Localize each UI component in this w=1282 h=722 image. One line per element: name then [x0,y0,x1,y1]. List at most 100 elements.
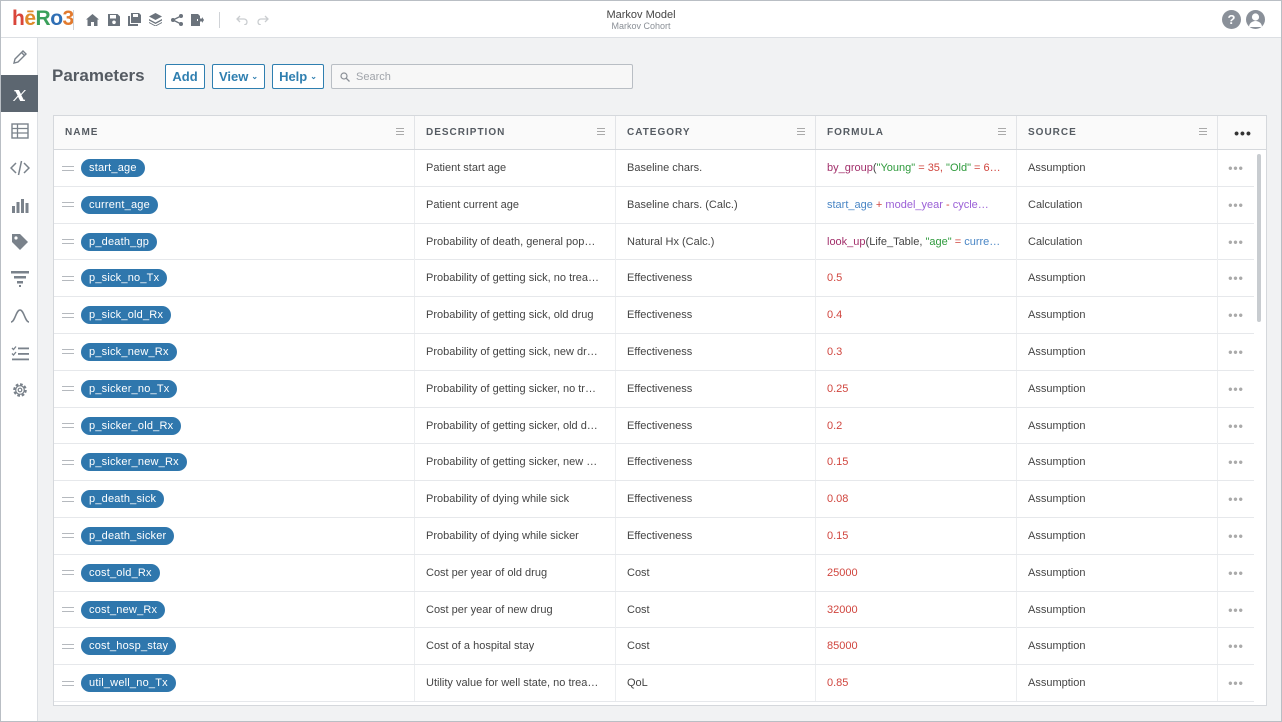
formula-cell[interactable]: look_up(Life_Table, "age" = curre… [816,223,1017,260]
parameter-name-pill[interactable]: p_sicker_old_Rx [81,416,182,435]
parameter-name-pill[interactable]: cost_new_Rx [81,600,166,619]
formula-cell[interactable]: 0.85 [816,665,1017,702]
parameter-name-pill[interactable]: p_sicker_new_Rx [81,453,187,472]
drag-handle-icon[interactable] [62,680,74,686]
table-row[interactable]: cost_new_Rx Cost per year of new drug Co… [54,591,1254,629]
table-row[interactable]: p_sick_old_Rx Probability of getting sic… [54,297,1254,334]
table-options-icon[interactable]: ••• [1234,124,1252,141]
view-dropdown-button[interactable]: View ⌄ [212,64,265,89]
sidebar-item-parameters[interactable]: x [1,75,38,112]
parameter-name-pill[interactable]: start_age [81,159,145,177]
help-icon[interactable]: ? [1222,10,1241,29]
formula-cell[interactable]: 0.15 [816,444,1017,481]
column-menu-icon[interactable] [797,128,805,135]
parameter-name-pill[interactable]: p_death_gp [81,232,158,251]
drag-handle-icon[interactable] [62,533,74,539]
sidebar-item-results[interactable] [1,186,38,223]
column-header-description[interactable]: DESCRIPTION [415,116,616,149]
column-header-name[interactable]: NAME [54,116,415,149]
column-menu-icon[interactable] [396,128,404,135]
sidebar-item-checklist[interactable] [1,334,38,371]
row-menu-icon[interactable]: ••• [1228,197,1244,212]
parameter-name-pill[interactable]: p_sick_no_Tx [81,269,168,288]
row-menu-icon[interactable]: ••• [1228,234,1244,249]
table-row[interactable]: cost_hosp_stay Cost of a hospital stay C… [54,628,1254,666]
row-menu-icon[interactable]: ••• [1228,418,1244,433]
row-menu-icon[interactable]: ••• [1228,492,1244,507]
drag-handle-icon[interactable] [62,275,74,281]
export-icon[interactable] [190,12,205,27]
column-menu-icon[interactable] [597,128,605,135]
drag-handle-icon[interactable] [62,312,74,318]
sidebar-item-tables[interactable] [1,112,38,149]
app-logo[interactable]: hēRo3 [12,7,74,30]
row-menu-icon[interactable]: ••• [1228,161,1244,175]
table-row[interactable]: p_sick_new_Rx Probability of getting sic… [54,333,1254,371]
drag-handle-icon[interactable] [62,239,74,245]
layers-icon[interactable] [148,12,163,27]
add-button[interactable]: Add [165,64,205,89]
vertical-scrollbar[interactable] [1257,154,1261,322]
row-menu-icon[interactable]: ••• [1228,308,1244,323]
table-row[interactable]: util_well_no_Tx Utility value for well s… [54,665,1254,702]
table-row[interactable]: p_death_gp Probability of death, general… [54,223,1254,261]
drag-handle-icon[interactable] [62,496,74,502]
parameter-name-pill[interactable]: cost_old_Rx [81,563,160,582]
sidebar-item-code[interactable] [1,149,38,186]
formula-cell[interactable]: 0.5 [816,260,1017,297]
parameter-name-pill[interactable]: p_sick_old_Rx [81,306,172,325]
formula-cell[interactable]: start_age + model_year - cycle… [816,186,1017,223]
column-header-source[interactable]: SOURCE [1017,116,1218,149]
table-row[interactable]: p_death_sicker Probability of dying whil… [54,517,1254,555]
formula-cell[interactable]: by_group("Young" = 35, "Old" = 6… [816,150,1017,186]
parameter-name-pill[interactable]: p_death_sick [81,490,165,509]
row-menu-icon[interactable]: ••• [1228,455,1244,470]
redo-icon[interactable] [255,12,270,27]
formula-cell[interactable]: 0.08 [816,481,1017,518]
table-row[interactable]: start_age Patient start age Baseline cha… [54,150,1254,187]
sidebar-item-settings[interactable] [1,371,38,408]
parameter-name-pill[interactable]: p_sick_new_Rx [81,342,177,361]
formula-cell[interactable]: 25000 [816,554,1017,591]
column-header-category[interactable]: CATEGORY [616,116,816,149]
table-row[interactable]: current_age Patient current age Baseline… [54,186,1254,224]
parameter-name-pill[interactable]: util_well_no_Tx [81,674,176,693]
row-menu-icon[interactable]: ••• [1228,271,1244,286]
table-row[interactable]: p_sick_no_Tx Probability of getting sick… [54,260,1254,298]
column-menu-icon[interactable] [998,128,1006,135]
drag-handle-icon[interactable] [62,459,74,465]
drag-handle-icon[interactable] [62,349,74,355]
drag-handle-icon[interactable] [62,423,74,429]
home-icon[interactable] [85,12,100,27]
drag-handle-icon[interactable] [62,202,74,208]
row-menu-icon[interactable]: ••• [1228,381,1244,396]
sidebar-item-filters[interactable] [1,260,38,297]
drag-handle-icon[interactable] [62,643,74,649]
sidebar-item-edit[interactable] [1,38,38,75]
parameter-name-pill[interactable]: current_age [81,195,158,214]
formula-cell[interactable]: 0.4 [816,297,1017,334]
drag-handle-icon[interactable] [62,570,74,576]
formula-cell[interactable]: 0.15 [816,517,1017,554]
parameter-name-pill[interactable]: cost_hosp_stay [81,637,177,656]
formula-cell[interactable]: 0.25 [816,370,1017,407]
row-menu-icon[interactable]: ••• [1228,602,1244,617]
formula-cell[interactable]: 0.3 [816,333,1017,370]
table-row[interactable]: p_sicker_new_Rx Probability of getting s… [54,444,1254,482]
share-icon[interactable] [169,12,184,27]
drag-handle-icon[interactable] [62,165,74,171]
sidebar-item-tags[interactable] [1,223,38,260]
help-dropdown-button[interactable]: Help ⌄ [272,64,324,89]
save-as-icon[interactable] [127,12,142,27]
table-row[interactable]: cost_old_Rx Cost per year of old drug Co… [54,554,1254,592]
parameter-name-pill[interactable]: p_sicker_no_Tx [81,379,178,398]
row-menu-icon[interactable]: ••• [1228,565,1244,580]
undo-icon[interactable] [234,12,249,27]
column-menu-icon[interactable] [1199,128,1207,135]
search-input[interactable] [356,70,616,83]
formula-cell[interactable]: 32000 [816,591,1017,628]
row-menu-icon[interactable]: ••• [1228,344,1244,359]
formula-cell[interactable]: 85000 [816,628,1017,665]
sidebar-item-distributions[interactable] [1,297,38,334]
drag-handle-icon[interactable] [62,607,74,613]
